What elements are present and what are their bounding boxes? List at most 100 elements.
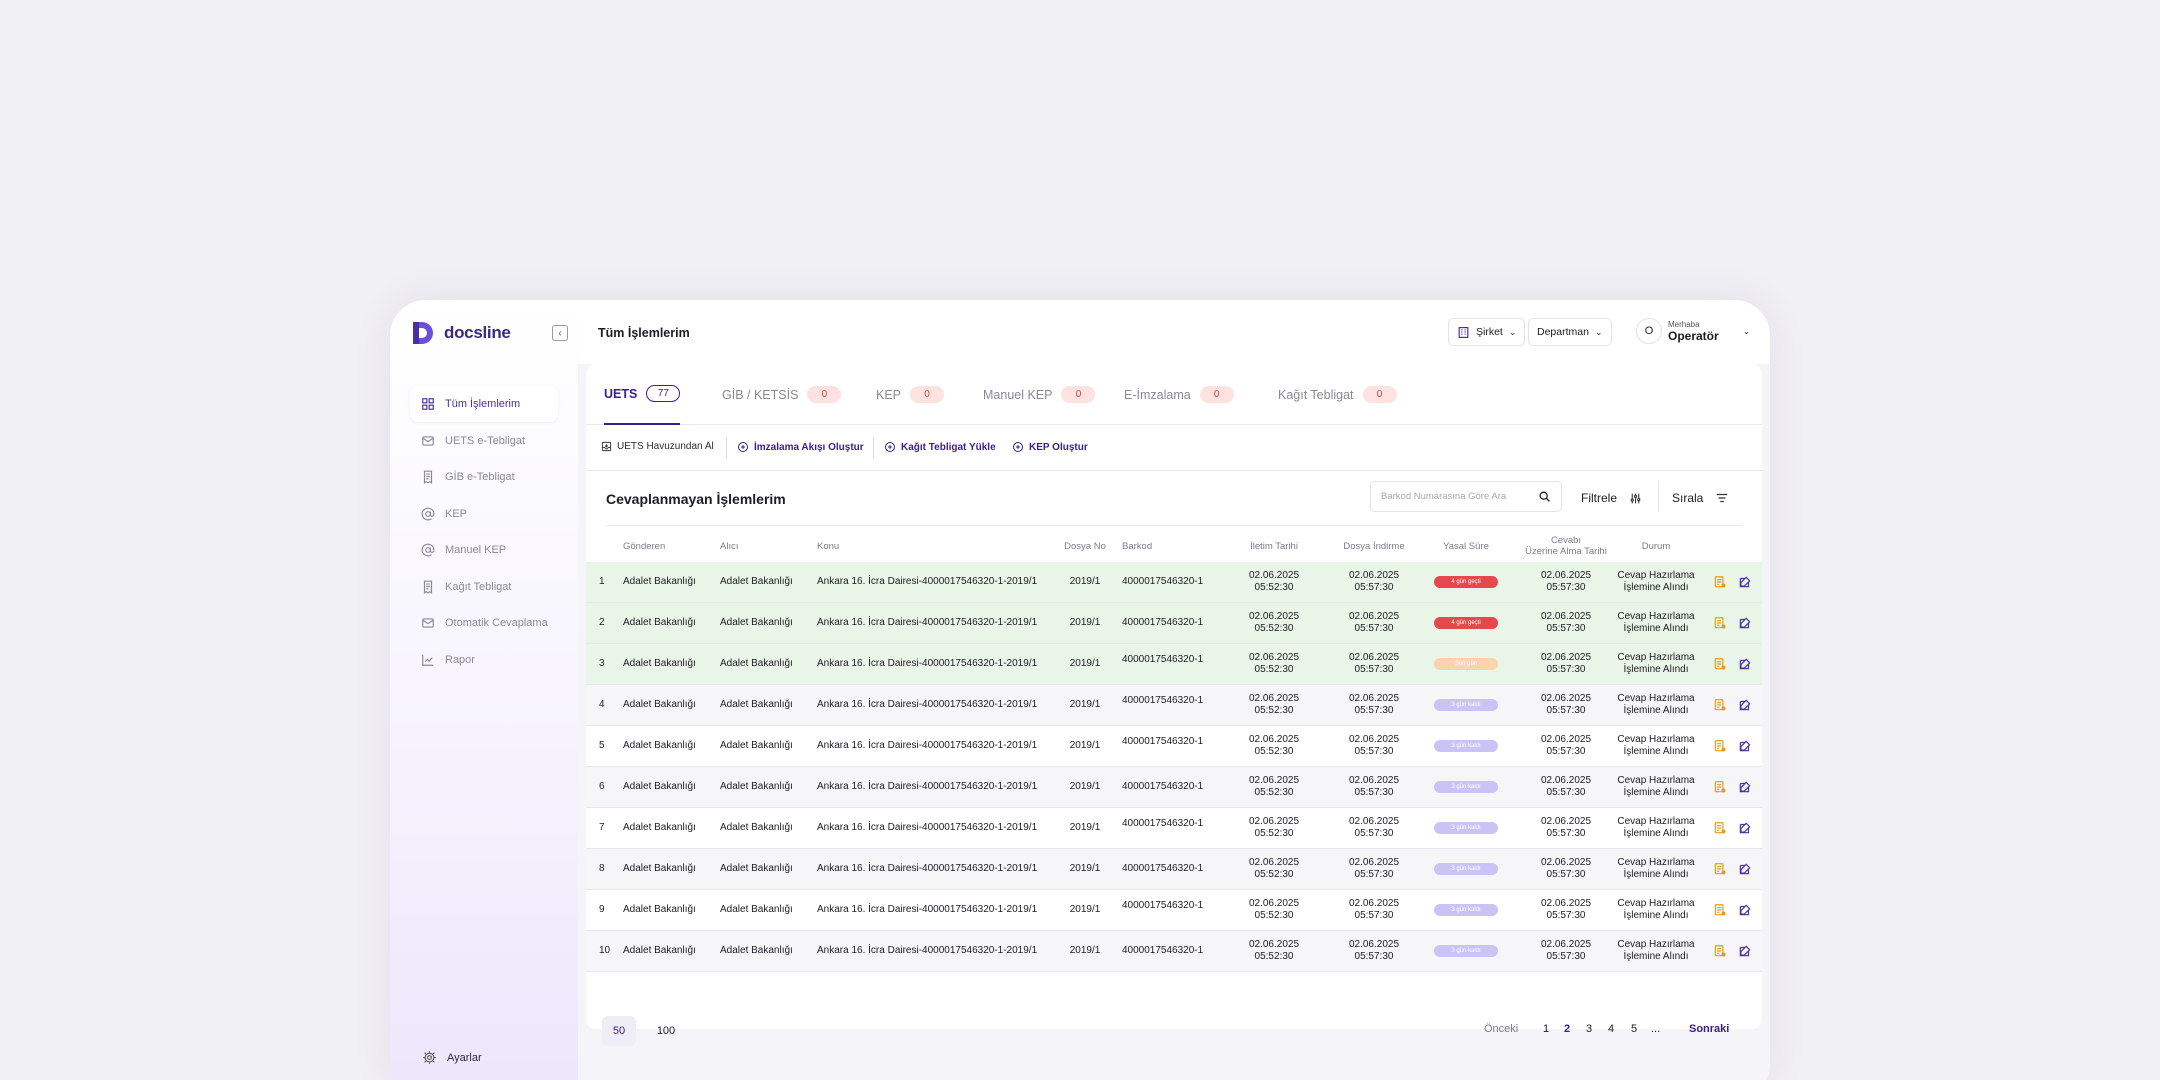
tab-kep[interactable]: KEP 0	[876, 364, 945, 425]
collapse-sidebar-button[interactable]: ‹	[552, 325, 568, 341]
barcode-cell: 4000017546320-1	[1122, 695, 1204, 706]
legal-time-cell: 3 gün kaldı	[1426, 890, 1506, 930]
answer-time: 05:57:30	[1546, 869, 1586, 880]
sent-date: 02.06.2025	[1248, 816, 1300, 827]
edit-icon[interactable]	[1738, 698, 1752, 712]
document-alert-icon[interactable]	[1713, 821, 1727, 835]
barcode-search-input[interactable]: Barkod Numarasına Göre Ara	[1370, 481, 1562, 512]
file-no-cell: 2019/1	[1069, 904, 1101, 915]
user-menu[interactable]: O Merhaba Operatör ⌄	[1636, 318, 1750, 344]
table-row[interactable]: 2 Adalet Bakanlığı Adalet Bakanlığı Ankara …	[586, 603, 1762, 644]
status-cell: Cevap Hazırlama İşlemine Alındı	[1606, 562, 1706, 602]
table-row[interactable]: 1 Adalet Bakanlığı Adalet Bakanlığı Ankara …	[586, 562, 1762, 603]
tab-e-i-mzalama[interactable]: E-İmzalama 0	[1124, 364, 1234, 425]
document-alert-icon[interactable]	[1713, 780, 1727, 794]
sidebar-item-label: Rapor	[445, 653, 475, 666]
upload-paper-button[interactable]: Kağıt Tebligat Yükle	[884, 441, 996, 453]
col-barcode[interactable]: Barkod	[1122, 540, 1153, 552]
table-row[interactable]: 7 Adalet Bakanlığı Adalet Bakanlığı Ankara …	[586, 808, 1762, 849]
download-date: 02.06.2025	[1348, 939, 1400, 950]
page-4-button[interactable]: 4	[1608, 1023, 1615, 1035]
tab-ka-t-tebligat[interactable]: Kağıt Tebligat 0	[1278, 364, 1397, 425]
document-alert-icon[interactable]	[1713, 862, 1727, 876]
sidebar-item-otomatik-cevaplama[interactable]: Otomatik Cevaplama	[410, 605, 558, 641]
answer-date: 02.06.2025	[1540, 898, 1592, 909]
document-alert-icon[interactable]	[1713, 575, 1727, 589]
sort-button[interactable]: Sırala	[1672, 491, 1729, 505]
edit-icon[interactable]	[1738, 616, 1752, 630]
uets-pool-button[interactable]: UETS Havuzundan Al	[601, 441, 714, 452]
edit-icon[interactable]	[1738, 575, 1752, 589]
document-alert-icon[interactable]	[1713, 657, 1727, 671]
page-size-option[interactable]: 100	[656, 1025, 676, 1037]
company-select[interactable]: Şirket ⌄	[1448, 318, 1526, 346]
filter-label: Filtrele	[1581, 491, 1618, 505]
col-sender[interactable]: Gönderen	[623, 540, 666, 552]
brand-logo[interactable]: docsline	[410, 320, 511, 346]
col-download[interactable]: Dosya İndirme	[1343, 540, 1405, 552]
col-receiver[interactable]: Alıcı	[720, 540, 739, 552]
sidebar-item-gi-b-e-tebligat[interactable]: GİB e-Tebligat	[410, 459, 558, 495]
legal-time-cell: 3 gün kaldı	[1426, 685, 1506, 725]
edit-icon[interactable]	[1738, 657, 1752, 671]
table-row[interactable]: 4 Adalet Bakanlığı Adalet Bakanlığı Ankara …	[586, 685, 1762, 726]
department-select[interactable]: Departman ⌄	[1528, 318, 1612, 346]
sidebar-item-t-m-i-lemlerim[interactable]: Tüm İşlemlerim	[410, 386, 558, 422]
status-line2: İşlemine Alındı	[1623, 664, 1689, 675]
page-1-button[interactable]: 1	[1543, 1023, 1550, 1035]
download-date: 02.06.2025	[1348, 652, 1400, 663]
signature-flow-button[interactable]: İmzalama Akışı Oluştur	[737, 441, 864, 453]
edit-icon[interactable]	[1738, 780, 1752, 794]
page-2-button[interactable]: 2	[1564, 1023, 1571, 1035]
col-legal-time[interactable]: Yasal Süre	[1443, 540, 1489, 552]
col-status[interactable]: Durum	[1641, 540, 1671, 552]
next-page-button[interactable]: Sonraki	[1689, 1023, 1730, 1035]
col-sent-date[interactable]: İletim Tarihi	[1250, 540, 1298, 552]
sidebar-item-uets-e-tebligat[interactable]: UETS e-Tebligat	[410, 423, 558, 459]
col-file-no[interactable]: Dosya No	[1064, 540, 1106, 552]
previous-page-button[interactable]: Önceki	[1484, 1023, 1519, 1035]
edit-icon[interactable]	[1738, 821, 1752, 835]
download-date-cell: 02.06.2025 05:57:30	[1334, 726, 1414, 766]
table-body: 1 Adalet Bakanlığı Adalet Bakanlığı Ankara …	[586, 562, 1762, 972]
filter-button[interactable]: Filtrele	[1581, 491, 1642, 505]
sidebar-item-rapor[interactable]: Rapor	[410, 642, 558, 678]
table-row[interactable]: 3 Adalet Bakanlığı Adalet Bakanlığı Ankara …	[586, 644, 1762, 685]
page-3-button[interactable]: 3	[1586, 1023, 1593, 1035]
legal-time-badge: 3 gün kaldı	[1434, 863, 1498, 875]
sidebar-item-ka-t-tebligat[interactable]: Kağıt Tebligat	[410, 569, 558, 605]
search-icon[interactable]	[1538, 490, 1551, 503]
document-alert-icon[interactable]	[1713, 698, 1727, 712]
table-row[interactable]: 6 Adalet Bakanlığı Adalet Bakanlığı Ankara …	[586, 767, 1762, 808]
tab-gi-b-ketsi-s[interactable]: GİB / KETSİS 0	[722, 364, 842, 425]
table-row[interactable]: 8 Adalet Bakanlığı Adalet Bakanlığı Ankara …	[586, 849, 1762, 890]
table-row[interactable]: 9 Adalet Bakanlığı Adalet Bakanlığı Ankara …	[586, 890, 1762, 931]
tab-uets[interactable]: UETS 77	[604, 364, 681, 425]
sidebar-nav: Tüm İşlemlerim UETS e-Tebligat GİB e-Tebli…	[410, 386, 558, 678]
edit-icon[interactable]	[1738, 862, 1752, 876]
tab-manuel-kep[interactable]: Manuel KEP 0	[983, 364, 1096, 425]
col-subject[interactable]: Konu	[817, 540, 840, 552]
status-cell: Cevap Hazırlama İşlemine Alındı	[1606, 808, 1706, 848]
legal-time-badge: 4 gün geçti	[1434, 617, 1498, 629]
gear-icon	[423, 1051, 436, 1064]
sidebar-item-manuel-kep[interactable]: Manuel KEP	[410, 532, 558, 568]
col-answer-date[interactable]: Cevabı Üzerine Alma Tarihi	[1516, 532, 1616, 562]
edit-icon[interactable]	[1738, 739, 1752, 753]
table-row[interactable]: 10 Adalet Bakanlığı Adalet Bakanlığı Ankara…	[586, 931, 1762, 972]
page-5-button[interactable]: 5	[1631, 1023, 1638, 1035]
table-row[interactable]: 5 Adalet Bakanlığı Adalet Bakanlığı Ankara …	[586, 726, 1762, 767]
document-alert-icon[interactable]	[1713, 616, 1727, 630]
barcode-cell: 4000017546320-1	[1122, 900, 1204, 911]
document-alert-icon[interactable]	[1713, 944, 1727, 958]
sidebar-item-label: Otomatik Cevaplama	[445, 617, 548, 629]
document-alert-icon[interactable]	[1713, 903, 1727, 917]
sidebar-item-kep[interactable]: KEP	[410, 496, 558, 532]
edit-icon[interactable]	[1738, 903, 1752, 917]
settings-link[interactable]: Ayarlar	[422, 1050, 482, 1065]
edit-icon[interactable]	[1738, 944, 1752, 958]
create-kep-button[interactable]: KEP Oluştur	[1012, 441, 1088, 453]
subject-cell: Ankara 16. İcra Dairesi-4000017546320-1-…	[817, 658, 1038, 669]
page-size-option[interactable]: 50	[602, 1016, 636, 1046]
document-alert-icon[interactable]	[1713, 739, 1727, 753]
